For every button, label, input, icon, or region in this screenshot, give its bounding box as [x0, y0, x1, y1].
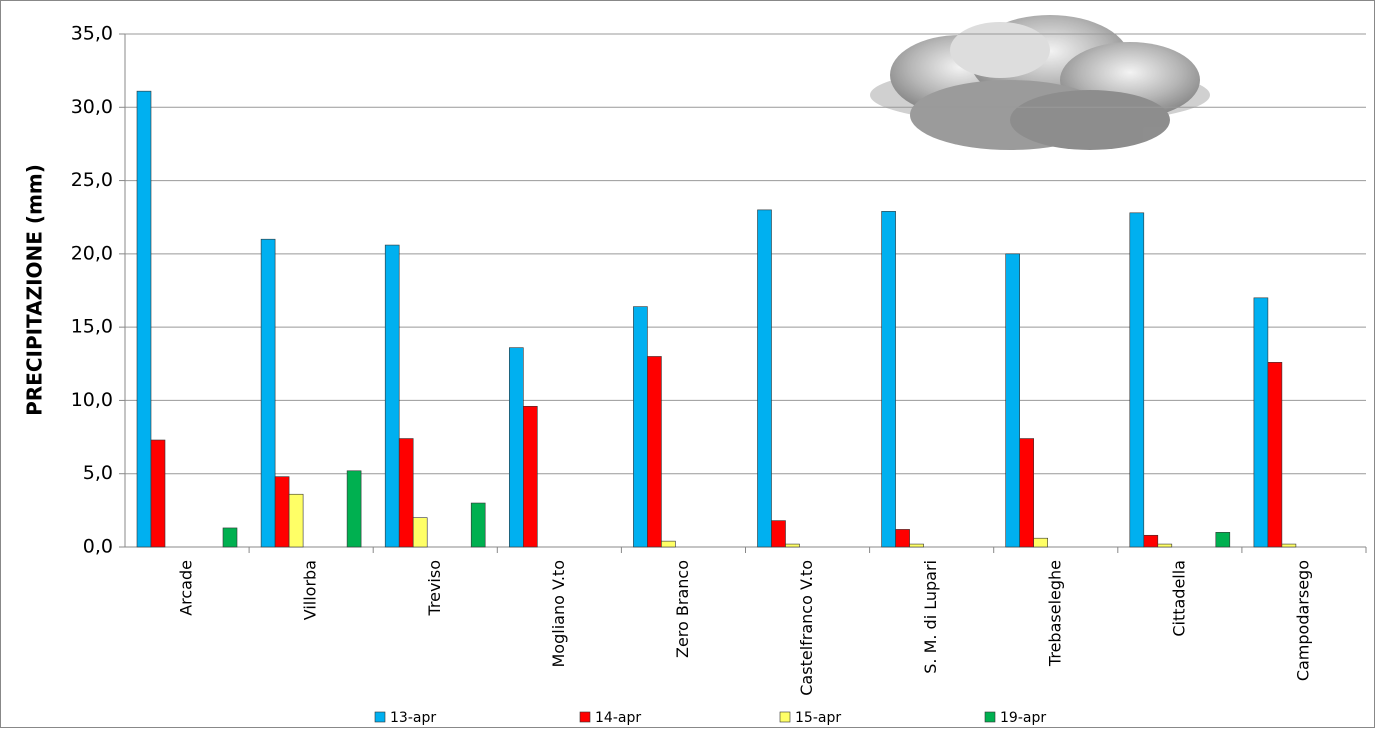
y-tick-label: 35,0	[71, 23, 113, 45]
bar	[1129, 212, 1145, 548]
y-tick-label: 15,0	[71, 316, 113, 338]
bar	[274, 476, 290, 548]
bar	[1143, 534, 1159, 548]
bar	[647, 356, 662, 548]
bar	[895, 529, 910, 548]
bar	[384, 244, 400, 548]
x-tick-label: Trebaseleghe	[1045, 560, 1064, 667]
y-tick-label: 0,0	[83, 536, 113, 558]
bar	[1281, 543, 1297, 548]
bar	[522, 405, 538, 548]
bar	[1267, 362, 1283, 548]
legend-swatch	[579, 711, 591, 723]
bar	[771, 520, 786, 548]
bar	[1019, 438, 1035, 548]
legend-label: 19-apr	[1000, 710, 1046, 726]
bar	[346, 470, 362, 548]
x-tick-label: Treviso	[425, 560, 444, 617]
legend-label: 14-apr	[595, 710, 641, 726]
cloud-illustration	[870, 15, 1210, 150]
y-tick-label: 20,0	[71, 242, 113, 264]
bar	[260, 238, 276, 548]
bar	[881, 211, 896, 548]
y-axis-title: PRECIPITAZIONE (mm)	[23, 164, 47, 416]
legend-swatch	[984, 711, 996, 723]
bar	[757, 209, 772, 548]
bar	[1253, 297, 1269, 548]
x-tick-label: Castelfranco V.to	[797, 560, 816, 696]
bar	[470, 502, 486, 548]
x-tick-label: Zero Branco	[673, 560, 692, 658]
bar	[1005, 253, 1021, 548]
bar	[1157, 543, 1173, 548]
x-tick-label: Villorba	[301, 560, 320, 620]
bar	[1215, 532, 1231, 548]
x-tick-label: Arcade	[177, 560, 196, 616]
bar	[288, 493, 304, 548]
y-tick-label: 25,0	[71, 169, 113, 191]
y-tick-label: 30,0	[71, 96, 113, 118]
bar	[633, 306, 648, 548]
bar	[398, 438, 414, 548]
bar	[909, 543, 924, 548]
bar	[412, 517, 428, 548]
bar	[785, 543, 800, 548]
x-tick-label: S. M. di Lupari	[921, 560, 940, 674]
bar	[150, 439, 166, 548]
x-tick-label: Cittadella	[1169, 560, 1188, 637]
legend-label: 13-apr	[390, 710, 436, 726]
bar	[661, 540, 676, 548]
legend-swatch	[779, 711, 791, 723]
bar	[1033, 537, 1048, 548]
bar	[222, 527, 238, 548]
legend-label: 15-apr	[795, 710, 841, 726]
x-tick-label: Campodarsego	[1293, 560, 1312, 681]
bar	[136, 90, 152, 548]
legend-swatch	[374, 711, 386, 723]
y-tick-label: 5,0	[83, 462, 113, 484]
x-tick-label: Mogliano V.to	[549, 560, 568, 668]
bar	[508, 347, 524, 548]
y-tick-label: 10,0	[71, 389, 113, 411]
